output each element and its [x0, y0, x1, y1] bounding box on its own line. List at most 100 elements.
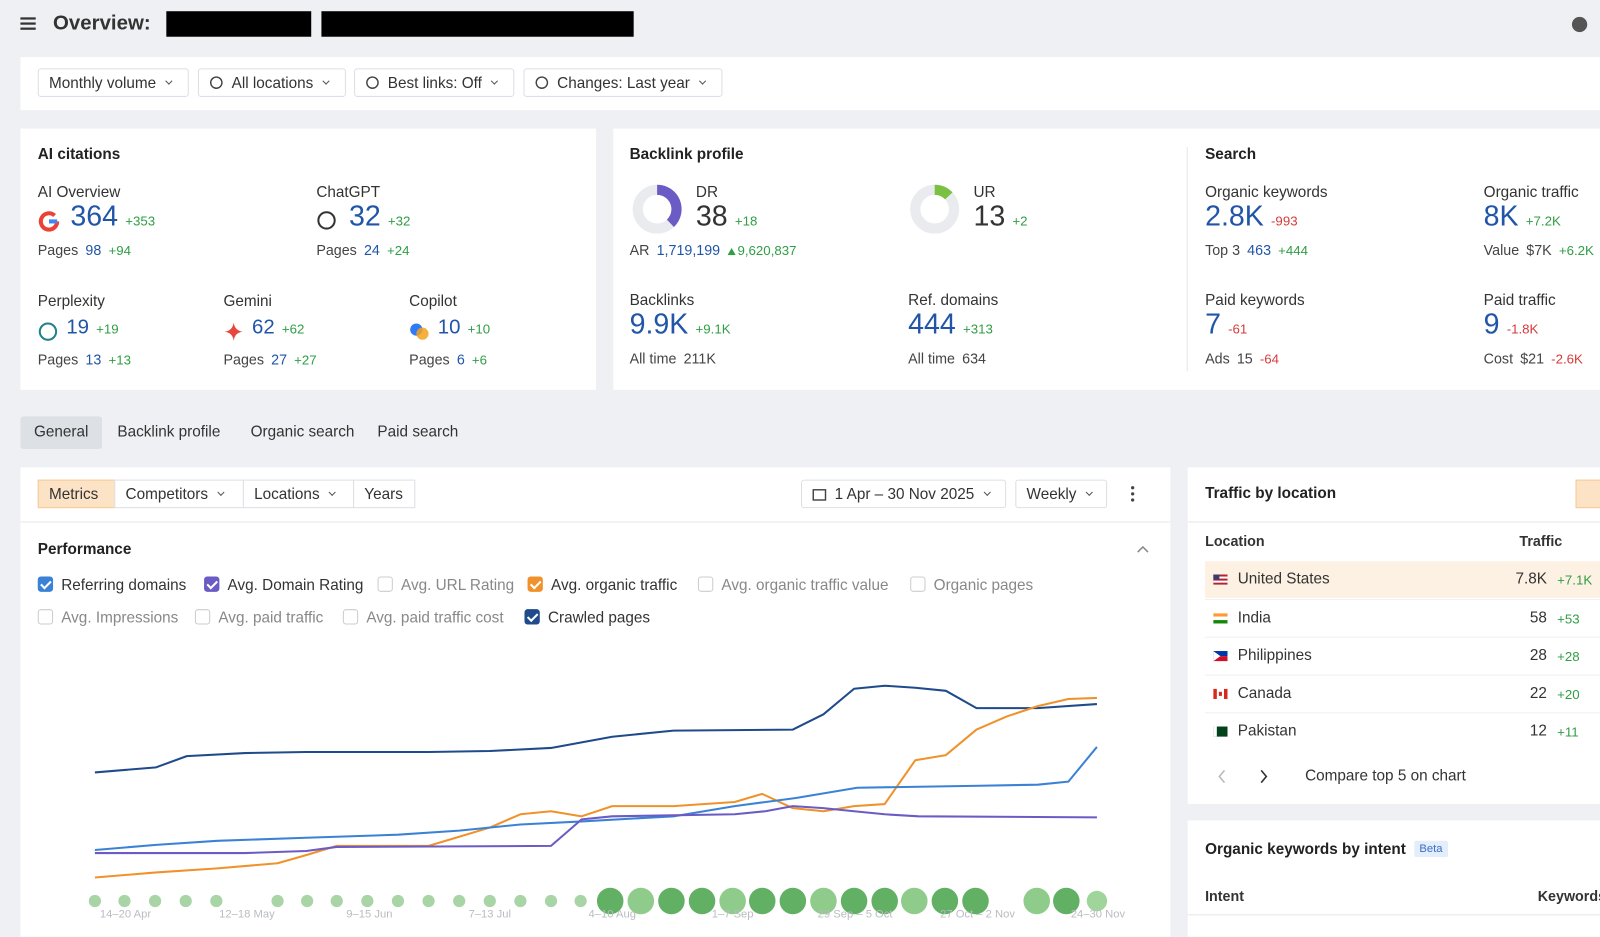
- location-name: India: [1237, 609, 1271, 627]
- stat-sub-row: Value $7K +6.2K: [1484, 242, 1594, 258]
- metric-checkbox[interactable]: Avg. URL Rating: [377, 576, 515, 594]
- metric-checkbox[interactable]: Crawled pages: [524, 609, 651, 627]
- sub-value: 634: [962, 349, 986, 367]
- location-row[interactable]: India 58 +53: [1205, 598, 1600, 636]
- location-row[interactable]: Canada 22 +20: [1205, 674, 1600, 711]
- filter-icon: [535, 76, 549, 89]
- location-row[interactable]: Pakistan 12 +11: [1205, 712, 1600, 749]
- icon-shape: [535, 76, 549, 89]
- copilot-b: [416, 327, 429, 340]
- filter-button[interactable]: Best links: Off: [354, 68, 515, 97]
- filter-button[interactable]: Monthly volume: [37, 68, 189, 97]
- metric-name: Crawled pages: [547, 609, 651, 627]
- action-button[interactable]: [1575, 479, 1600, 509]
- metric-checkbox[interactable]: Avg. paid traffic: [194, 609, 324, 627]
- metric-name: Referring domains: [61, 576, 187, 594]
- metric-name: Avg. organic traffic: [551, 576, 678, 594]
- x-tick-label: 27 Oct – 2 Nov: [940, 908, 1015, 920]
- x-tick-label: 7–13 Jul: [469, 908, 511, 920]
- sub-value: 27: [271, 351, 288, 368]
- metric-checkbox[interactable]: Avg. Domain Rating: [204, 576, 363, 594]
- metric-name: Avg. URL Rating: [401, 576, 515, 594]
- x-tick-label: 29 Sep – 5 Oct: [818, 908, 894, 920]
- compare-link[interactable]: Compare top 5 on chart: [1305, 767, 1466, 785]
- chevron: [217, 488, 225, 496]
- tab[interactable]: Organic search: [250, 423, 355, 441]
- stat-value: 32: [348, 199, 381, 232]
- sub-value: 1,719,199: [656, 241, 721, 259]
- crawl-dot: [179, 894, 192, 908]
- crawl-dot: [931, 887, 959, 915]
- stat-label: Ref. domains: [908, 291, 999, 310]
- checkbox: [697, 576, 714, 592]
- location-row[interactable]: Philippines 28 +28: [1205, 636, 1600, 674]
- crawl-dot: [391, 894, 405, 908]
- toolbar-button[interactable]: Metrics: [37, 479, 116, 509]
- location-name: Pakistan: [1237, 722, 1297, 740]
- crawl-dot: [688, 887, 716, 915]
- stat-change: -61: [1228, 321, 1248, 337]
- metric-checkbox[interactable]: Avg. paid traffic cost: [342, 609, 504, 627]
- stat-value-row: 7 -61: [1205, 308, 1247, 341]
- section-title: Search: [1205, 145, 1257, 164]
- filter-button[interactable]: All locations: [197, 68, 346, 97]
- divider: [1186, 146, 1188, 372]
- stat-label: UR: [973, 183, 996, 202]
- stat-change: +10: [467, 321, 491, 337]
- stat-label: Gemini: [223, 292, 272, 311]
- filter-label: All locations: [231, 73, 314, 92]
- toolbar-button[interactable]: Years: [353, 479, 416, 509]
- toolbar-button[interactable]: Locations: [242, 479, 355, 509]
- filter-icon: [366, 76, 379, 89]
- toolbar-button[interactable]: Competitors: [114, 479, 244, 509]
- crawl-dot: [627, 887, 655, 915]
- tab[interactable]: Paid search: [377, 423, 459, 441]
- crawl-dot: [453, 894, 466, 908]
- calendar-icon: [812, 488, 827, 501]
- metric-checkbox[interactable]: Avg. organic traffic: [527, 576, 678, 594]
- metric-line: [94, 746, 1098, 852]
- flag: [1213, 651, 1228, 662]
- metric-checkbox[interactable]: Organic pages: [910, 576, 1033, 594]
- sub-value: 24: [363, 241, 380, 259]
- sub-label: All time: [629, 349, 677, 367]
- x-tick-label: 1–7 Sep: [712, 908, 754, 920]
- sub-label: Cost: [1483, 349, 1514, 367]
- stat-change: +2: [1012, 213, 1028, 229]
- filter-button[interactable]: Changes: Last year: [523, 68, 723, 97]
- tab[interactable]: General: [20, 416, 103, 449]
- interval-button[interactable]: Weekly: [1015, 479, 1108, 509]
- tab[interactable]: Backlink profile: [117, 423, 221, 441]
- stat-sub-row: Pages 6 +6: [409, 351, 487, 367]
- date-button[interactable]: 1 Apr – 30 Nov 2025: [801, 479, 1007, 509]
- donut-arc: [656, 184, 682, 228]
- crawl-dot: [1053, 887, 1080, 915]
- checkbox: [910, 576, 926, 592]
- sub-value: 463: [1247, 241, 1272, 259]
- metrics-card: Backlink profile Search DR 38 +18 AR 1,719,199…: [613, 128, 1600, 390]
- ai-icon: [38, 322, 58, 341]
- stat-change: +7.2K: [1525, 213, 1561, 229]
- ai-icon: [224, 322, 243, 341]
- crawl-dot: [271, 894, 284, 908]
- stat-value: 38: [695, 199, 728, 232]
- arrow-shape: [727, 247, 736, 256]
- metric-checkbox[interactable]: Avg. Impressions: [37, 609, 178, 627]
- flag: [1213, 726, 1228, 737]
- location-change: +28: [1557, 648, 1580, 665]
- section-title: AI citations: [37, 145, 121, 164]
- stat-value-row: 9 -1.8K: [1484, 308, 1539, 341]
- crawl-dot: [118, 894, 131, 908]
- icon-shape: [812, 488, 827, 501]
- metric-checkbox[interactable]: Avg. organic traffic value: [697, 576, 888, 594]
- stat-change: +18: [734, 213, 758, 229]
- ai-citations-card: AI citations AI Overview 364 +353 Pages 98 +94…: [20, 128, 596, 390]
- location-row[interactable]: United States 7.8K +7.1K: [1205, 561, 1600, 598]
- checkbox: [377, 576, 393, 592]
- metric-checkbox[interactable]: Referring domains: [37, 576, 187, 594]
- stat-value-row: 62 +62: [252, 316, 304, 339]
- help-circle: [1571, 16, 1588, 33]
- metric-name: Avg. paid traffic: [218, 609, 324, 627]
- chevron: [983, 488, 991, 496]
